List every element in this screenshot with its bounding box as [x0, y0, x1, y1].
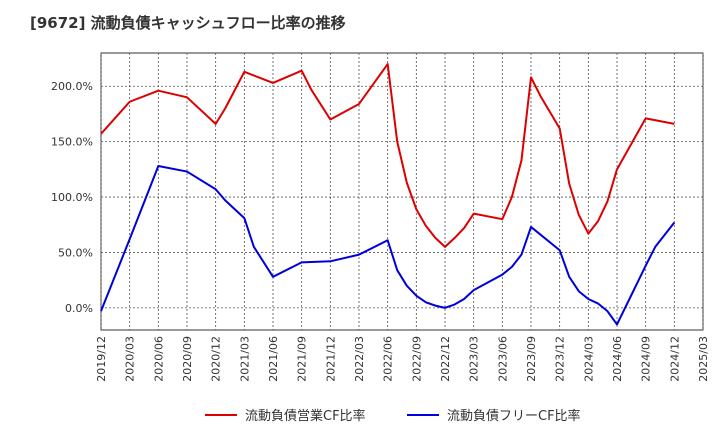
series-line-0	[100, 63, 675, 248]
legend: 流動負債営業CF比率 流動負債フリーCF比率	[205, 408, 581, 424]
series-lines	[100, 63, 676, 326]
x-tick-label: 2023/12	[554, 336, 567, 382]
series-line-1	[100, 165, 676, 326]
legend-label-0: 流動負債営業CF比率	[245, 408, 366, 424]
x-tick-label: 2023/06	[496, 336, 509, 382]
x-tick-label: 2021/06	[267, 336, 280, 382]
y-tick-label: 200.0%	[51, 80, 93, 93]
x-tick-label: 2019/12	[95, 336, 108, 382]
x-tick-label: 2021/12	[324, 336, 337, 382]
legend-label-1: 流動負債フリーCF比率	[447, 408, 581, 424]
x-tick-label: 2023/09	[525, 336, 538, 382]
y-tick-label: 150.0%	[51, 136, 93, 149]
y-axis-ticks: 0.0% 50.0% 100.0% 150.0% 200.0%	[51, 80, 93, 315]
x-tick-label: 2023/03	[468, 336, 481, 382]
x-tick-label: 2021/09	[296, 336, 309, 382]
x-tick-label: 2024/03	[582, 336, 595, 382]
chart-title: [9672] 流動負債キャッシュフロー比率の推移	[30, 14, 346, 32]
x-tick-label: 2020/03	[124, 336, 137, 382]
y-tick-label: 100.0%	[51, 191, 93, 204]
x-tick-label: 2020/06	[152, 336, 165, 382]
x-tick-label: 2022/03	[353, 336, 366, 382]
y-tick-label: 0.0%	[65, 302, 93, 315]
x-tick-label: 2020/12	[210, 336, 223, 382]
x-tick-label: 2022/09	[410, 336, 423, 382]
x-tick-label: 2024/09	[640, 336, 653, 382]
x-tick-label: 2022/06	[382, 336, 395, 382]
x-tick-label: 2022/12	[439, 336, 452, 382]
x-tick-label: 2020/09	[181, 336, 194, 382]
x-tick-label: 2021/03	[238, 336, 251, 382]
y-tick-label: 50.0%	[58, 246, 93, 259]
x-axis-ticks: 2019/12 2020/03 2020/06 2020/09 2020/12 2021/…	[95, 336, 710, 382]
x-tick-label: 2024/12	[668, 336, 681, 382]
plot-area	[100, 52, 704, 331]
x-tick-label: 2024/06	[611, 336, 624, 382]
x-tick-label: 2025/03	[697, 336, 710, 382]
